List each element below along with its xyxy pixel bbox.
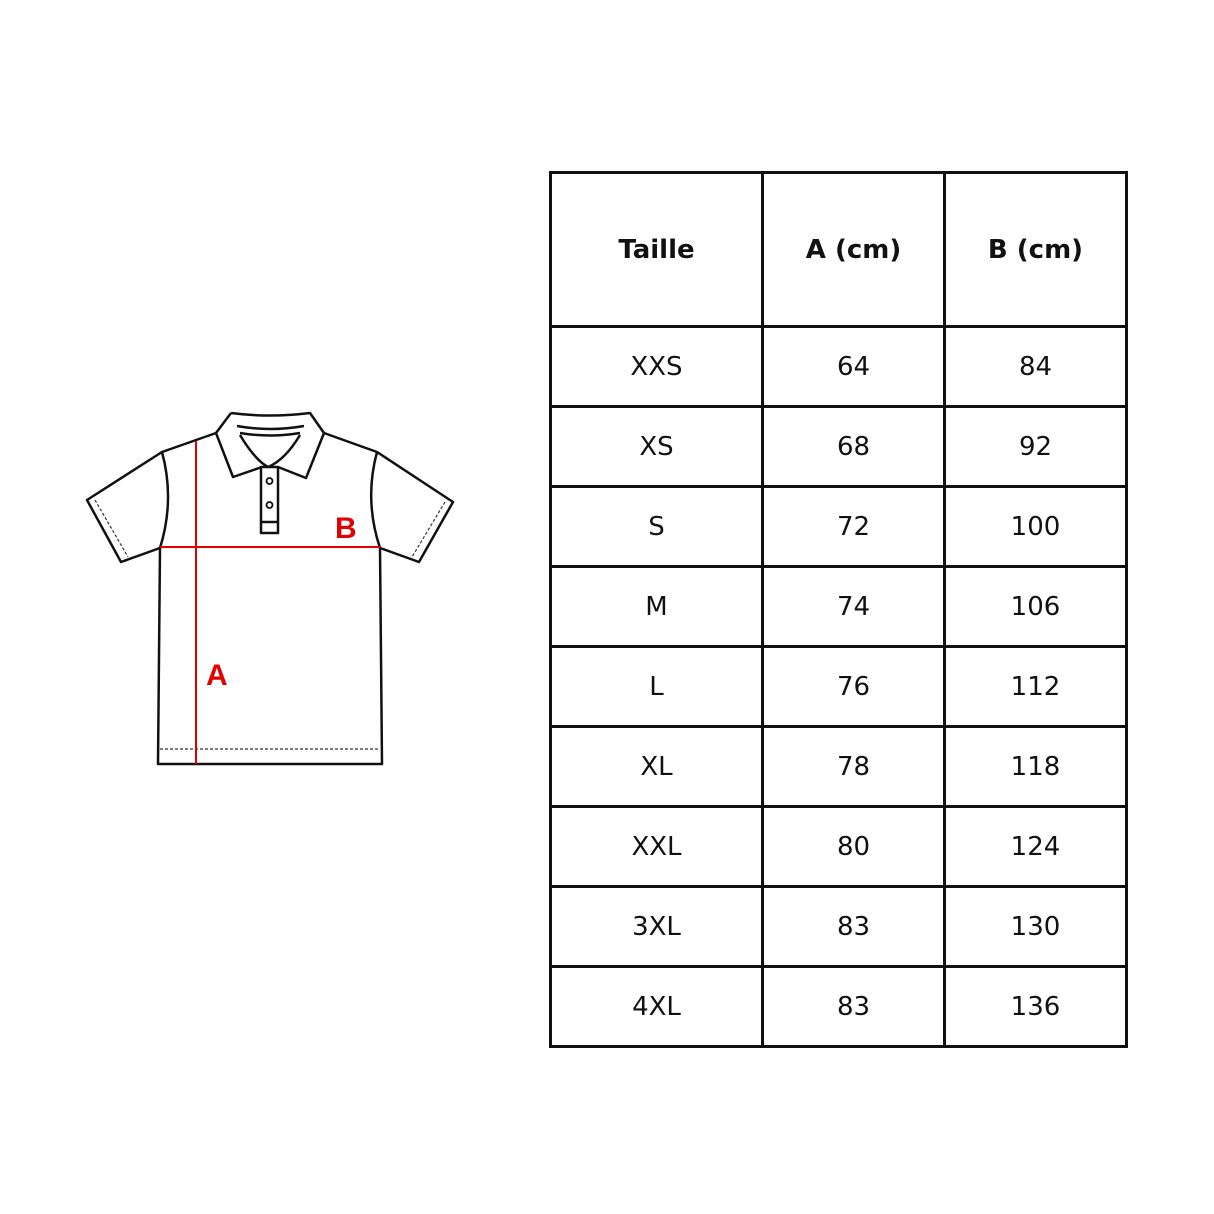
b-cell: 136 [943, 965, 1128, 1048]
header-row: Taille A (cm) B (cm) [549, 171, 1128, 328]
a-cell: 83 [761, 885, 946, 968]
shirt-outline [85, 411, 455, 766]
table-row: XL 78 118 [549, 725, 1128, 808]
table-row: 4XL 83 136 [549, 965, 1128, 1048]
a-cell: 76 [761, 645, 946, 728]
b-cell: 112 [943, 645, 1128, 728]
b-cell: 100 [943, 485, 1128, 568]
table-row: L 76 112 [549, 645, 1128, 728]
size-cell: XL [549, 725, 764, 808]
size-cell: L [549, 645, 764, 728]
header-a: A (cm) [761, 171, 946, 328]
label-b: B [335, 512, 357, 545]
a-cell: 64 [761, 325, 946, 408]
b-cell: 118 [943, 725, 1128, 808]
stitch-lines [94, 499, 446, 750]
a-cell: 83 [761, 965, 946, 1048]
size-cell: M [549, 565, 764, 648]
a-cell: 74 [761, 565, 946, 648]
b-cell: 92 [943, 405, 1128, 488]
size-cell: 4XL [549, 965, 764, 1048]
b-cell: 84 [943, 325, 1128, 408]
size-cell: XXL [549, 805, 764, 888]
a-cell: 72 [761, 485, 946, 568]
a-cell: 80 [761, 805, 946, 888]
table-row: XS 68 92 [549, 405, 1128, 488]
table-row: M 74 106 [549, 565, 1128, 648]
table-row: S 72 100 [549, 485, 1128, 568]
a-cell: 68 [761, 405, 946, 488]
b-cell: 124 [943, 805, 1128, 888]
header-b: B (cm) [943, 171, 1128, 328]
b-cell: 130 [943, 885, 1128, 968]
size-cell: XS [549, 405, 764, 488]
table-row: XXS 64 84 [549, 325, 1128, 408]
a-cell: 78 [761, 725, 946, 808]
header-size: Taille [549, 171, 764, 328]
table-row: XXL 80 124 [549, 805, 1128, 888]
size-cell: XXS [549, 325, 764, 408]
size-table: Taille A (cm) B (cm) XXS 64 84 XS 68 92 S 72 100… [549, 171, 1128, 1048]
size-cell: 3XL [549, 885, 764, 968]
b-cell: 106 [943, 565, 1128, 648]
table-row: 3XL 83 130 [549, 885, 1128, 968]
label-a: A [206, 659, 228, 692]
size-cell: S [549, 485, 764, 568]
